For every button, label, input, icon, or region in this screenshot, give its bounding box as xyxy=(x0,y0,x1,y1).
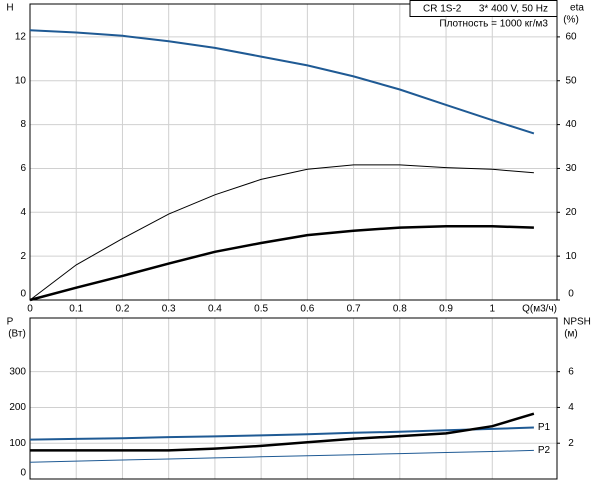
x-tick-label: 0.6 xyxy=(300,304,314,315)
y2-tick-label: 6 xyxy=(568,366,574,377)
y-tick-label: 6 xyxy=(20,163,26,174)
plot-frame xyxy=(29,317,558,480)
x-tick-label: 0.9 xyxy=(439,304,453,315)
y-tick-label: 4 xyxy=(20,207,26,218)
y-tick-label: 2 xyxy=(20,251,26,262)
x-tick-label: 0 xyxy=(27,304,33,315)
y-tick-label: 8 xyxy=(20,119,26,130)
series-label: P1 xyxy=(538,422,551,433)
supply: 3* 400 V, 50 Hz xyxy=(479,4,548,15)
x-axis-label: Q(м3/ч) xyxy=(522,304,557,315)
y2-tick-label: 10 xyxy=(565,251,577,262)
y2-tick-label: 4 xyxy=(568,402,574,413)
y2-tick-label: 2 xyxy=(568,438,574,449)
series-line xyxy=(30,412,535,452)
y2-axis-unit: (%) xyxy=(563,15,579,26)
y2-tick-label: 0 xyxy=(568,289,574,300)
info-frame xyxy=(409,0,558,17)
y-axis-label: H xyxy=(6,3,13,14)
series-line xyxy=(29,225,534,302)
series-line xyxy=(29,164,534,301)
series-line xyxy=(29,449,534,463)
y-tick-label: 10 xyxy=(15,75,27,86)
y-tick-label: 0 xyxy=(20,468,26,479)
x-tick-label: 0.8 xyxy=(393,304,407,315)
y2-axis-label: eta xyxy=(570,3,584,14)
y-tick-label: 12 xyxy=(15,32,27,43)
y-tick-label: 100 xyxy=(9,438,26,449)
x-tick-label: 0.5 xyxy=(254,304,268,315)
x-tick-label: 0.1 xyxy=(69,304,83,315)
series-line xyxy=(29,426,534,441)
x-tick-label: 1 xyxy=(489,304,495,315)
y2-tick-label: 40 xyxy=(565,119,577,130)
plot-frame xyxy=(29,3,558,301)
y-tick-label: 300 xyxy=(9,366,26,377)
y-axis-unit: (Вт) xyxy=(8,329,26,340)
series-label: P2 xyxy=(538,445,551,456)
model: CR 1S-2 xyxy=(423,4,462,15)
y2-tick-label: 50 xyxy=(565,75,577,86)
y2-tick-label: 60 xyxy=(565,32,577,43)
y-tick-label: 200 xyxy=(9,402,26,413)
x-tick-label: 0.3 xyxy=(162,304,176,315)
y-tick-label: 0 xyxy=(20,289,26,300)
panel: 0 0.1 0.2 0.3 0.4 0.5 0.6 0.7 0.8 0.9 102468101201… xyxy=(6,3,584,315)
y2-axis-label: NPSH xyxy=(563,317,591,328)
y2-axis-unit: (м) xyxy=(564,329,578,340)
y2-tick-label: 30 xyxy=(565,163,577,174)
x-tick-label: 0.7 xyxy=(347,304,361,315)
x-tick-label: 0.4 xyxy=(208,304,222,315)
panel: 0 100 200 300 2 4 6 P(Вт) NPSH(м) P1 P2 xyxy=(7,317,591,480)
y2-tick-label: 20 xyxy=(565,207,577,218)
series-line xyxy=(29,29,535,135)
info-box: CR 1S-2 3* 400 V, 50 Hz Плотность = 1000… xyxy=(409,0,558,30)
density: Плотность = 1000 кг/м3 xyxy=(439,19,548,30)
y-axis-label: P xyxy=(7,317,14,328)
x-tick-label: 0.2 xyxy=(116,304,130,315)
